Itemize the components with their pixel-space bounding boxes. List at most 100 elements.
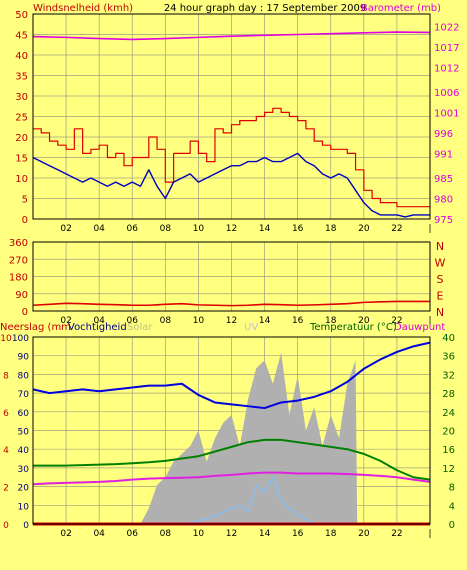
- x-tick-label: 10: [193, 224, 205, 234]
- legend-uv: UV: [244, 322, 258, 333]
- wind-y-tick: 25: [15, 113, 28, 124]
- wind-y-tick: 0: [22, 215, 28, 226]
- x-tick-label: 12: [226, 316, 237, 326]
- wind-direction-line: [32, 300, 430, 307]
- temperature-y-tick: 12: [442, 464, 455, 475]
- x-tick-label: |: [428, 529, 431, 539]
- wind-y-tick: 45: [15, 31, 28, 42]
- x-tick-label: 14: [259, 224, 271, 234]
- humidity-y-tick: 0: [23, 521, 29, 531]
- wind-y-tick: 40: [15, 51, 28, 62]
- x-tick-label: 12: [226, 224, 237, 234]
- x-tick-label: 06: [127, 529, 139, 539]
- x-tick-label: 04: [93, 316, 105, 326]
- temperature-y-tick: 36: [442, 352, 455, 363]
- barometer-y-tick: 1017: [434, 43, 459, 54]
- compass-letter: N: [436, 240, 444, 253]
- x-tick-label: |: [428, 316, 431, 326]
- barometer-y-tick: 991: [434, 149, 453, 160]
- panel-2-frame: [32, 241, 431, 312]
- x-tick-label: 02: [60, 224, 71, 234]
- barometer-y-tick: 1006: [434, 88, 459, 99]
- dewpoint-line: [32, 471, 431, 486]
- wind-line: [32, 152, 430, 218]
- legend-rain: Neerslag (mm: [0, 322, 71, 333]
- panel-1-frame: [32, 13, 431, 220]
- temperature-y-tick: 8: [449, 483, 455, 494]
- direction-y-tick: 180: [9, 273, 28, 284]
- temperature-y-tick: 0: [449, 520, 455, 531]
- temperature-y-tick: 4: [449, 501, 455, 512]
- legend-solar: Solar: [127, 322, 153, 333]
- barometer-y-tick: 1001: [434, 108, 459, 119]
- x-tick-label: 20: [358, 224, 370, 234]
- wind-y-tick: 5: [22, 195, 28, 206]
- x-tick-label: 22: [391, 529, 402, 539]
- gust-line: [33, 107, 430, 208]
- barometer-y-tick: 975: [434, 215, 453, 226]
- x-tick-label: 02: [60, 529, 71, 539]
- x-tick-label: 08: [160, 529, 172, 539]
- temperature-line: [33, 438, 431, 481]
- direction-y-tick: 270: [9, 255, 28, 266]
- temperature-y-tick: 32: [442, 370, 455, 381]
- rain-y-tick: 8: [3, 371, 9, 381]
- wind-y-tick: 30: [15, 92, 28, 103]
- x-tick-label: 04: [93, 529, 105, 539]
- legend-dewpoint: Dauwpunt: [394, 322, 445, 333]
- temperature-y-tick: 40: [442, 333, 455, 344]
- wind-y-tick: 15: [15, 154, 28, 165]
- humidity-y-tick: 60: [18, 409, 30, 419]
- x-tick-label: 10: [193, 529, 205, 539]
- legend-temperature: Temperatuur (°C): [309, 322, 397, 333]
- humidity-y-tick: 80: [18, 371, 30, 381]
- x-tick-label: 16: [292, 224, 304, 234]
- compass-letter: W: [435, 257, 446, 270]
- x-tick-label: 18: [325, 529, 337, 539]
- humidity-y-tick: 100: [12, 334, 29, 344]
- rain-y-tick: 10: [0, 334, 12, 344]
- rain-y-tick: 2: [3, 484, 9, 494]
- humidity-y-tick: 10: [18, 502, 30, 512]
- barometer-axis-label: Barometer (mb): [361, 3, 441, 14]
- humidity-y-tick: 50: [18, 428, 30, 438]
- legend-humidity: Vochtigheid: [68, 322, 127, 333]
- x-tick-label: 18: [325, 224, 337, 234]
- wind-y-tick: 35: [15, 72, 28, 83]
- x-tick-label: 22: [391, 224, 402, 234]
- x-tick-label: 16: [292, 529, 304, 539]
- x-tick-label: 14: [259, 316, 271, 326]
- uv-line: [33, 476, 430, 525]
- x-tick-label: 10: [193, 316, 205, 326]
- compass-letter: N: [436, 306, 444, 319]
- temperature-y-tick: 20: [442, 427, 455, 438]
- x-tick-label: 02: [60, 316, 71, 326]
- humidity-y-tick: 30: [18, 465, 30, 475]
- wind-y-tick: 20: [15, 133, 28, 144]
- wind-y-tick: 10: [15, 174, 28, 185]
- x-tick-label: 14: [259, 529, 271, 539]
- compass-letter: E: [437, 290, 444, 303]
- barometer-y-tick: 996: [434, 129, 453, 140]
- barometer-y-tick: 1022: [434, 22, 459, 33]
- humidity-y-tick: 20: [18, 484, 30, 494]
- temperature-y-tick: 16: [442, 445, 455, 456]
- x-tick-label: 08: [160, 316, 172, 326]
- x-tick-label: 12: [226, 529, 237, 539]
- barometer-y-tick: 980: [434, 195, 453, 206]
- direction-y-tick: 0: [22, 307, 28, 318]
- panel-3-frame: [32, 336, 431, 525]
- x-tick-label: 22: [391, 316, 402, 326]
- solar-area: [33, 352, 430, 524]
- rain-y-tick: 4: [3, 446, 9, 456]
- rain-y-tick: 6: [3, 409, 9, 419]
- x-tick-label: 06: [127, 316, 139, 326]
- x-tick-label: 18: [325, 316, 337, 326]
- temperature-y-tick: 28: [442, 389, 455, 400]
- x-tick-label: 06: [127, 224, 139, 234]
- wind-y-tick: 50: [15, 10, 28, 21]
- x-tick-label: 20: [358, 529, 370, 539]
- humidity-y-tick: 90: [18, 353, 30, 363]
